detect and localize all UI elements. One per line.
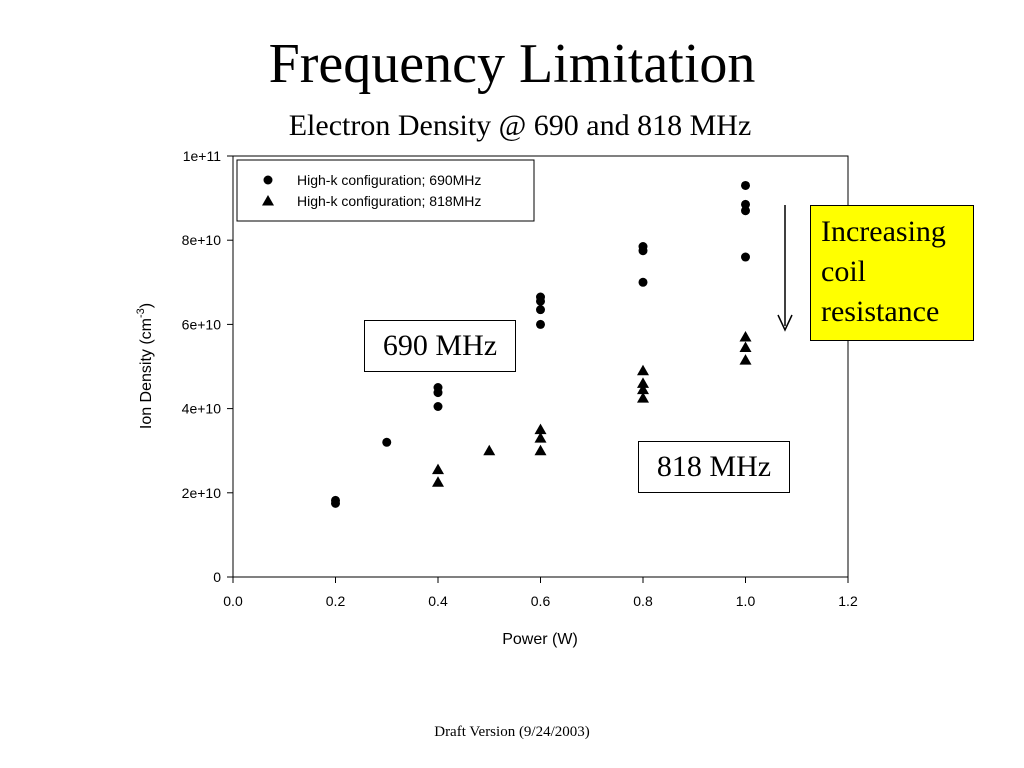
- x-tick-label: 0.2: [326, 593, 346, 609]
- x-tick-label: 1.2: [838, 593, 858, 609]
- legend-entry: High-k configuration; 690MHz: [297, 172, 481, 188]
- x-tick-label: 0.0: [223, 593, 243, 609]
- y-tick-label: 0: [213, 569, 221, 585]
- x-tick-label: 0.6: [531, 593, 551, 609]
- data-point-690mhz: [741, 180, 750, 190]
- data-point-818mhz: [432, 463, 444, 475]
- data-point-818mhz: [637, 383, 649, 395]
- data-point-818mhz: [739, 341, 752, 353]
- increasing-coil-resistance-note: Increasing coil resistance: [810, 205, 974, 341]
- data-point-690mhz: [741, 199, 750, 209]
- y-axis-label-main: Ion Density (cm: [138, 318, 155, 429]
- data-point-818mhz: [637, 364, 649, 376]
- plot-area: 0.0 0.2 0.4 0.6 0.8 1.0 1.2 0 2e+10 4e+10 6e+10 8e+…: [182, 148, 858, 609]
- y-tick-label: 4e+10: [182, 401, 222, 417]
- slide-subtitle: Electron Density @ 690 and 818 MHz: [288, 109, 752, 142]
- data-point-690mhz: [331, 495, 340, 505]
- data-point-818mhz: [637, 392, 649, 403]
- x-tick-label: 0.4: [428, 593, 448, 609]
- data-point-818mhz: [483, 444, 496, 456]
- y-axis-label-superscript: -3: [135, 308, 147, 318]
- y-axis-label: Ion Density (cm-3): [135, 303, 155, 429]
- data-point-690mhz: [433, 401, 443, 411]
- data-point-818mhz: [739, 331, 752, 342]
- data-point-818mhz: [739, 354, 752, 365]
- legend-circle-icon: [263, 175, 273, 185]
- data-point-690mhz: [638, 277, 648, 287]
- data-point-690mhz: [433, 383, 443, 393]
- data-point-690mhz: [741, 252, 750, 262]
- data-point-690mhz: [536, 319, 545, 329]
- legend-entry: High-k configuration; 818MHz: [297, 193, 481, 209]
- data-point-818mhz: [432, 476, 444, 487]
- legend-box: [236, 159, 535, 222]
- data-point-818mhz: [534, 444, 547, 456]
- data-point-818mhz: [534, 432, 547, 443]
- legend-triangle-icon: [262, 195, 274, 206]
- label-818-mhz: 818 MHz: [638, 441, 790, 493]
- x-tick-label: 1.0: [736, 593, 756, 609]
- y-tick-label: 6e+10: [182, 316, 222, 332]
- footer-draft-version: Draft Version (9/24/2003): [434, 724, 590, 740]
- label-690-mhz: 690 MHz: [364, 320, 516, 372]
- slide-title: Frequency Limitation: [268, 33, 756, 95]
- data-point-818mhz: [534, 423, 547, 435]
- y-tick-label: 8e+10: [182, 232, 222, 248]
- y-axis-label-suffix: ): [138, 303, 155, 308]
- data-point-690mhz: [741, 206, 750, 216]
- data-point-690mhz: [536, 305, 545, 315]
- x-axis-label: Power (W): [502, 631, 578, 648]
- data-point-690mhz: [536, 292, 545, 302]
- x-tick-label: 0.8: [633, 593, 653, 609]
- data-point-818mhz: [637, 377, 649, 388]
- y-tick-label: 2e+10: [182, 485, 222, 501]
- y-tick-label: 1e+11: [183, 148, 221, 164]
- data-point-690mhz: [382, 437, 392, 447]
- data-point-690mhz: [638, 242, 648, 252]
